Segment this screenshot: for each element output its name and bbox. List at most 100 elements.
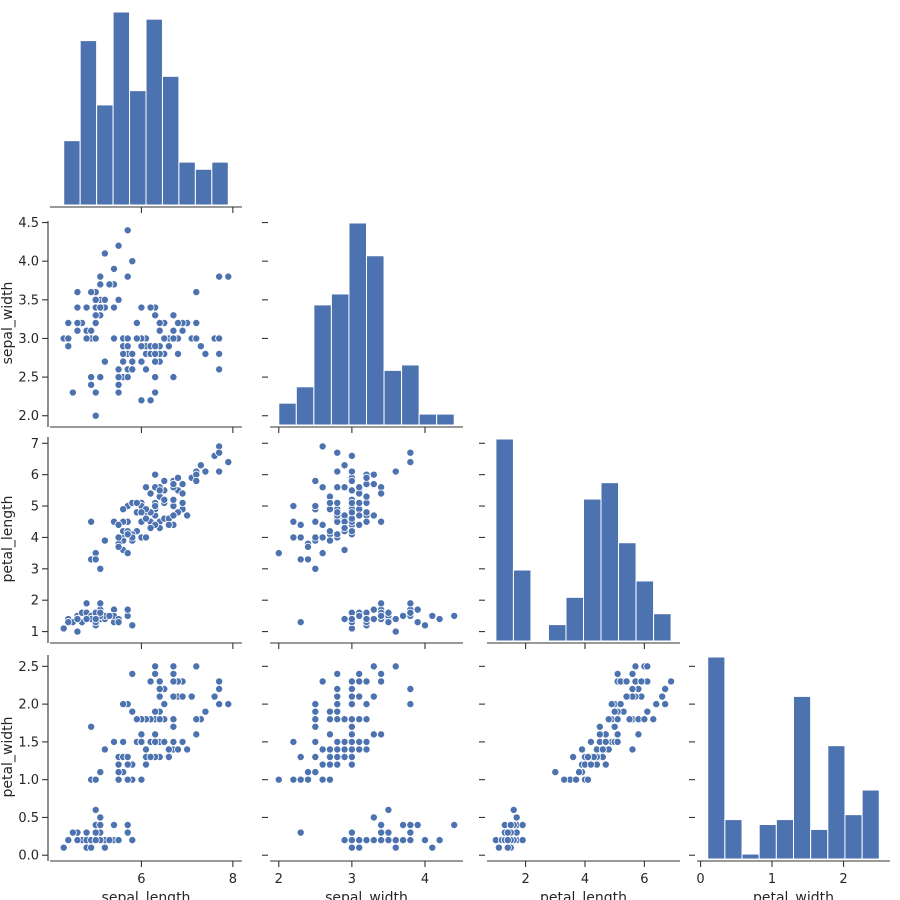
scatter-point — [325, 715, 334, 724]
scatter-point — [151, 662, 160, 671]
scatter-point — [114, 388, 123, 397]
hist-bar — [844, 814, 863, 860]
scatter-point — [616, 700, 625, 709]
scatter-point — [91, 836, 100, 845]
scatter-point — [141, 483, 150, 492]
scatter-point — [146, 753, 155, 762]
scatter-point — [318, 442, 327, 451]
scatter-point — [105, 611, 114, 620]
scatter-point — [59, 624, 68, 633]
scatter-point — [296, 828, 305, 837]
scatter-point — [73, 318, 82, 327]
scatter-point — [391, 662, 400, 671]
scatter-point — [377, 599, 386, 608]
scatter-point — [503, 836, 512, 845]
scatter-point — [73, 627, 82, 636]
scatter-point — [169, 715, 178, 724]
hist-bar — [775, 819, 794, 860]
hist-bar — [330, 293, 350, 426]
scatter-point — [569, 753, 578, 762]
scatter-point — [96, 768, 105, 777]
y-tick-label: 2 — [31, 594, 39, 609]
y-tick-label: 1.5 — [18, 735, 39, 750]
scatter-point — [325, 707, 334, 716]
scatter-point — [114, 775, 123, 784]
scatter-point — [450, 611, 459, 620]
scatter-point — [96, 608, 105, 617]
scatter-point — [631, 662, 640, 671]
y-tick-label: 2.0 — [18, 698, 39, 713]
scatter-point — [318, 760, 327, 769]
scatter-point — [296, 533, 305, 542]
scatter-point — [64, 836, 73, 845]
hist-bar — [512, 569, 532, 642]
scatter-point — [151, 502, 160, 511]
scatter-point — [160, 737, 169, 746]
scatter-point — [123, 753, 132, 762]
scatter-point — [151, 357, 160, 366]
scatter-point — [661, 700, 670, 709]
scatter-point — [667, 677, 676, 686]
scatter-point — [311, 700, 320, 709]
scatter-point — [406, 685, 415, 694]
scatter-point — [333, 700, 342, 709]
scatter-point — [64, 618, 73, 627]
scatter-point — [87, 380, 96, 389]
y-tick-label: 1.0 — [18, 773, 39, 788]
scatter-point — [607, 700, 616, 709]
scatter-point — [347, 508, 356, 517]
scatter-point — [347, 486, 356, 495]
scatter-point — [311, 707, 320, 716]
scatter-point — [178, 737, 187, 746]
x-tick-label: 4 — [581, 872, 589, 887]
scatter-point — [369, 615, 378, 624]
hist-bar — [793, 695, 812, 860]
hist-bar — [63, 140, 81, 206]
scatter-point — [625, 715, 634, 724]
scatter-point — [586, 737, 595, 746]
scatter-point — [304, 555, 313, 564]
scatter-point — [187, 692, 196, 701]
scatter-point — [87, 373, 96, 382]
scatter-point — [105, 280, 114, 289]
scatter-point — [164, 745, 173, 754]
scatter-point — [215, 700, 224, 709]
scatter-point — [325, 730, 334, 739]
scatter-point — [215, 448, 224, 457]
scatter-point — [123, 821, 132, 830]
scatter-point — [347, 692, 356, 701]
scatter-point — [296, 555, 305, 564]
histogram-sepal_width — [278, 222, 455, 426]
scatter-point — [91, 615, 100, 624]
scatter-point — [435, 836, 444, 845]
scatter-point — [355, 715, 364, 724]
scatter-point — [110, 334, 119, 343]
scatter-point — [347, 828, 356, 837]
scatter-point — [201, 349, 210, 358]
scatter-point — [87, 517, 96, 526]
scatter-point — [289, 775, 298, 784]
scatter-point — [340, 615, 349, 624]
scatter-point — [362, 615, 371, 624]
scatter-point — [96, 280, 105, 289]
y-tick-label: 0.0 — [18, 849, 39, 864]
scatter-point — [178, 480, 187, 489]
scatter-point — [169, 692, 178, 701]
scatter-point — [610, 707, 619, 716]
scatter-point — [377, 828, 386, 837]
scatter-point — [333, 685, 342, 694]
scatter-point — [362, 508, 371, 517]
scatter-point — [333, 483, 342, 492]
scatter-point — [128, 621, 137, 630]
scatter-petal_width-vs-sepal_length — [59, 662, 233, 852]
scatter-point — [137, 342, 146, 351]
scatter-point — [91, 318, 100, 327]
scatter-point — [68, 828, 77, 837]
scatter-point — [622, 692, 631, 701]
scatter-point — [169, 311, 178, 320]
scatter-point — [151, 737, 160, 746]
scatter-point — [613, 730, 622, 739]
hist-bar — [600, 482, 620, 642]
scatter-point — [340, 836, 349, 845]
scatter-point — [406, 836, 415, 845]
